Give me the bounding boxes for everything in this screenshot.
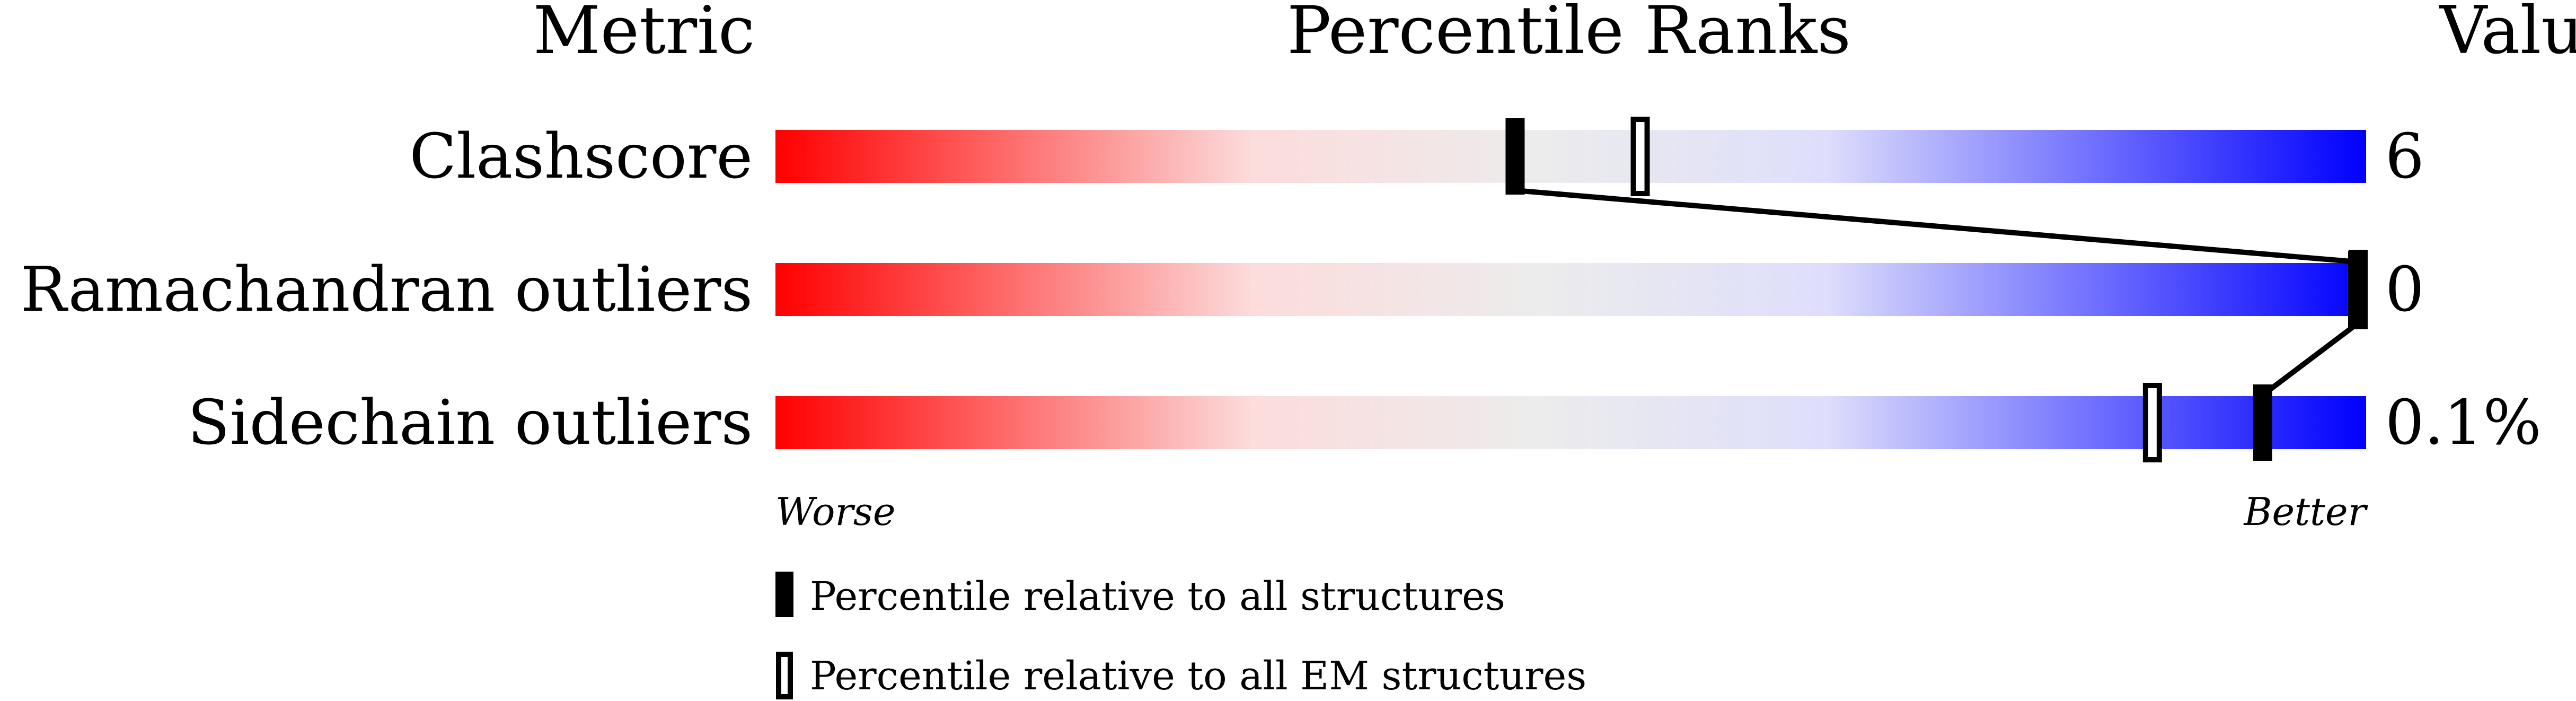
legend-filled-marker [775, 572, 793, 617]
percentile-bar [775, 263, 2366, 316]
header-metric: Metric [533, 0, 755, 69]
metric-label: Clashscore [409, 121, 753, 192]
legend-hollow-marker [776, 652, 793, 699]
all-percentile-marker [2253, 384, 2272, 461]
metric-label: Ramachandran outliers [21, 254, 753, 326]
legend-all-structures: Percentile relative to all structures [810, 574, 1505, 619]
percentile-bar [775, 130, 2366, 183]
all-percentile-marker [1505, 118, 1525, 195]
axis-better-label: Better [2243, 489, 2368, 534]
header-percentile-ranks: Percentile Ranks [1287, 0, 1851, 69]
metric-value: 6 [2385, 121, 2424, 192]
connector-line [1515, 188, 2358, 265]
percentile-bar [775, 396, 2366, 449]
metric-value: 0.1% [2385, 387, 2542, 459]
connector-line [2261, 321, 2360, 397]
legend-em-structures: Percentile relative to all EM structures [810, 653, 1586, 699]
metric-value: 0 [2385, 254, 2424, 326]
all-percentile-marker [2348, 251, 2367, 328]
header-value: Value [2439, 0, 2576, 69]
em-percentile-marker [2142, 383, 2162, 462]
metric-label: Sidechain outliers [188, 387, 753, 459]
axis-worse-label: Worse [775, 489, 895, 534]
em-percentile-marker [1630, 117, 1650, 196]
